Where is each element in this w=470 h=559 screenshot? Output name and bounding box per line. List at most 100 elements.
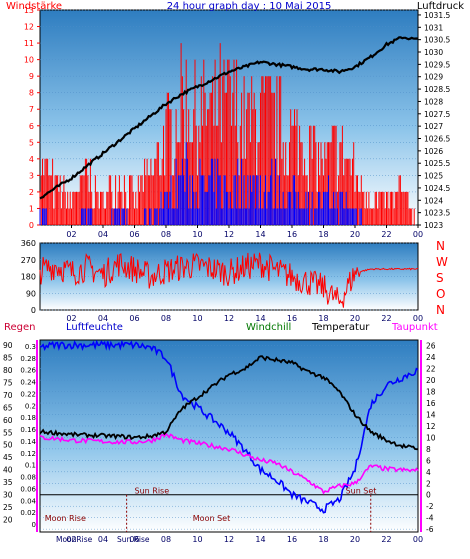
temperature-tick-label: -2 bbox=[426, 502, 434, 511]
chart-title: 24 hour graph day : 10 Mai 2015 bbox=[167, 1, 332, 12]
wind-strength-tick-label: 9 bbox=[29, 72, 34, 81]
pressure-tick-label: 1028.5 bbox=[424, 85, 450, 94]
wind-strength-tick-label: 1 bbox=[29, 204, 34, 213]
wind-strength-tick-label: 3 bbox=[29, 171, 34, 180]
wind-direction-series bbox=[39, 252, 419, 308]
sunset-label: Sun Set bbox=[346, 487, 377, 496]
temperature-tick-label: 8 bbox=[426, 445, 431, 454]
humidity-tick-label: 90 bbox=[3, 341, 13, 350]
pressure-tick-label: 1024.5 bbox=[424, 184, 450, 193]
x-tick-label: 22 bbox=[381, 314, 391, 323]
temperature-tick-label: 6 bbox=[426, 456, 431, 465]
pressure-tick-label: 1026 bbox=[424, 147, 443, 156]
x-tick-label: 08 bbox=[161, 314, 171, 323]
x-tick-label: 00 bbox=[413, 535, 423, 544]
rain-tick-label: 0.16 bbox=[20, 426, 36, 434]
temp-humidity-x-axis: 02 04 06 08 10 12 14 16 18 20 22 00 MoonRise Sun Rise bbox=[56, 535, 423, 544]
rain-tick-label: 0.28 bbox=[20, 355, 36, 363]
direction-tick-label: 0 bbox=[31, 306, 36, 315]
legend-temperature: Temperatur bbox=[311, 322, 370, 333]
wind-strength-tick-label: 5 bbox=[29, 138, 34, 147]
x-tick-label: 00 bbox=[413, 230, 423, 239]
wind-strength-tick-label: 2 bbox=[29, 188, 34, 197]
pressure-tick-label: 1026.5 bbox=[424, 135, 450, 144]
pressure-tick-label: 1030 bbox=[424, 48, 443, 57]
moonset-label: Moon Set bbox=[193, 514, 230, 523]
pressure-tick-label: 1025.5 bbox=[424, 159, 450, 168]
x-tick-label: 20 bbox=[350, 230, 360, 239]
compass-label: N bbox=[436, 303, 445, 317]
pressure-series bbox=[39, 36, 419, 200]
wind-strength-tick-label: 6 bbox=[29, 122, 34, 131]
wind-strength-tick-label: 11 bbox=[24, 39, 34, 48]
humidity-tick-label: 25 bbox=[3, 503, 13, 512]
pressure-tick-label: 1029 bbox=[424, 73, 443, 82]
x-tick-label: 20 bbox=[350, 535, 360, 544]
x-tick-label: 10 bbox=[192, 230, 202, 239]
pressure-tick-label: 1030.5 bbox=[424, 36, 450, 45]
direction-tick-label: 360 bbox=[21, 239, 36, 248]
rain-tick-label: 0.3 bbox=[25, 343, 36, 351]
humidity-tick-label: 35 bbox=[3, 478, 13, 487]
temperature-tick-label: 16 bbox=[426, 399, 436, 408]
rain-axis: 0.3 0.28 0.26 0.24 0.22 0.2 0.18 0.16 0.14 0.12 0.… bbox=[20, 343, 36, 529]
x-tick-label: 08 bbox=[161, 230, 171, 239]
x-tick-label: 18 bbox=[318, 230, 328, 239]
temperature-tick-label: 18 bbox=[426, 388, 436, 397]
wind-strength-tick-label: 0 bbox=[29, 221, 34, 230]
pressure-label: Luftdruck bbox=[417, 1, 464, 12]
wind-direction-axis: 0 90 180 270 360 bbox=[21, 239, 36, 315]
sunrise-label: Sun Rise bbox=[135, 487, 170, 496]
x-tick-label: 10 bbox=[192, 314, 202, 323]
x-tick-label: 12 bbox=[224, 314, 234, 323]
pressure-tick-label: 1031 bbox=[424, 23, 443, 32]
rain-tick-label: 0 bbox=[32, 521, 36, 529]
rain-tick-label: 0.1 bbox=[25, 462, 36, 470]
compass-label: N bbox=[436, 239, 445, 253]
temperature-tick-label: 12 bbox=[426, 422, 436, 431]
rain-tick-label: 0.26 bbox=[20, 367, 36, 375]
legend-dewpoint: Taupunkt bbox=[391, 322, 438, 333]
wind-strength-tick-label: 7 bbox=[29, 105, 34, 114]
humidity-tick-label: 70 bbox=[3, 391, 13, 400]
wind-strength-tick-label: 12 bbox=[24, 23, 34, 32]
rain-tick-label: 0.22 bbox=[20, 390, 36, 398]
wind-bars bbox=[39, 43, 415, 225]
x-tick-label: 14 bbox=[255, 230, 265, 239]
pressure-tick-label: 1029.5 bbox=[424, 60, 450, 69]
x-tick-label: 02 bbox=[66, 314, 76, 323]
legend-windchill: Windchill bbox=[246, 322, 291, 333]
plot-area-temp-humidity bbox=[39, 339, 419, 533]
legend-rain: Regen bbox=[4, 322, 36, 333]
humidity-tick-label: 30 bbox=[3, 491, 13, 500]
direction-tick-label: 180 bbox=[21, 273, 36, 282]
temperature-tick-label: 14 bbox=[426, 411, 436, 420]
x-tick-label: 00 bbox=[413, 314, 423, 323]
wind-strength-tick-label: 8 bbox=[29, 89, 34, 98]
compass-label: S bbox=[436, 271, 444, 285]
temperature-tick-label: 10 bbox=[426, 433, 436, 442]
rain-tick-label: 0.14 bbox=[20, 438, 36, 446]
x-tick-label: 18 bbox=[318, 535, 328, 544]
rain-tick-label: 0.02 bbox=[20, 509, 36, 517]
humidity-tick-label: 45 bbox=[3, 453, 13, 462]
wind-strength-tick-label: 13 bbox=[24, 6, 34, 15]
x-tick-label: 14 bbox=[255, 535, 265, 544]
humidity-tick-label: 75 bbox=[3, 378, 13, 387]
rain-tick-label: 0.12 bbox=[20, 450, 36, 458]
compass-label: W bbox=[436, 255, 448, 269]
x-tick-label: 10 bbox=[192, 535, 202, 544]
temp-humidity-grid bbox=[36, 340, 422, 532]
x-tick-label: 22 bbox=[381, 535, 391, 544]
x-tick-label: 04 bbox=[98, 230, 108, 239]
humidity-tick-label: 65 bbox=[3, 403, 13, 412]
temperature-line bbox=[39, 355, 418, 451]
pressure-tick-label: 1031.5 bbox=[424, 11, 450, 20]
humidity-tick-label: 55 bbox=[3, 428, 13, 437]
x-tick-label: 02 bbox=[66, 535, 76, 544]
x-tick-label: 06 bbox=[129, 230, 139, 239]
temperature-tick-label: -6 bbox=[426, 525, 434, 534]
